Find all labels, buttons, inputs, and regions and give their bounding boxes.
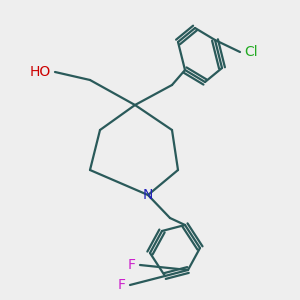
Text: HO: HO xyxy=(30,65,51,79)
Text: Cl: Cl xyxy=(244,45,258,59)
Text: F: F xyxy=(128,258,136,272)
Text: F: F xyxy=(118,278,126,292)
Text: N: N xyxy=(143,188,153,202)
